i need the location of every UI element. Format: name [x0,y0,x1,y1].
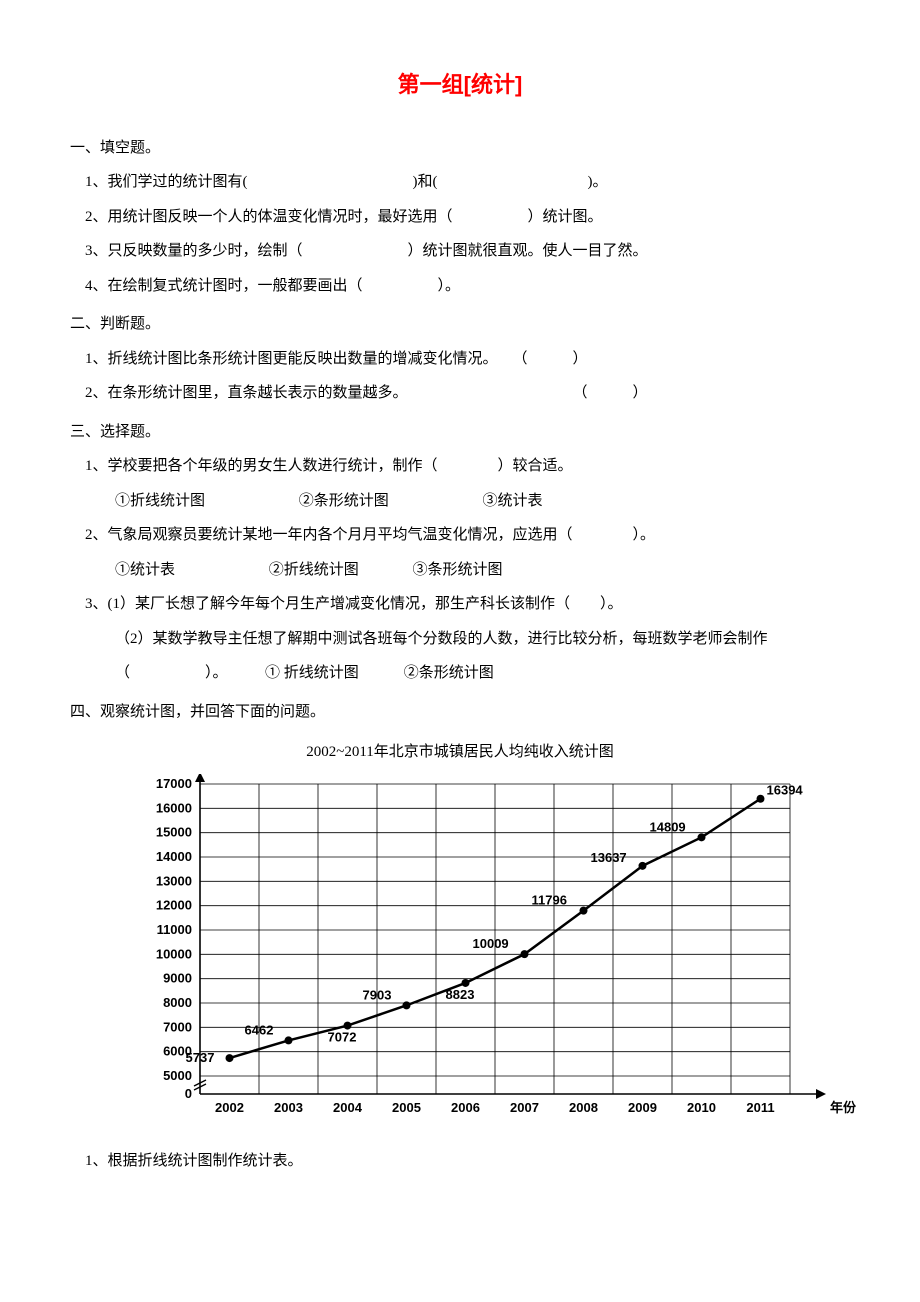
s3-q3a: 3、(1）某厂长想了解今年每个月生产增减变化情况，那生产科长该制作（ ）。 [70,587,850,622]
s3-q1-options: ①折线统计图 ②条形统计图 ③统计表 [70,484,850,519]
svg-text:7072: 7072 [328,1029,357,1044]
svg-text:2005: 2005 [392,1100,421,1115]
svg-text:13000: 13000 [156,873,192,888]
svg-text:7000: 7000 [163,1019,192,1034]
svg-text:0: 0 [185,1086,192,1101]
svg-text:8823: 8823 [446,987,475,1002]
svg-text:2006: 2006 [451,1100,480,1115]
section-2-head: 二、判断题。 [70,307,850,342]
s3-q3b: （2）某数学教导主任想了解期中测试各班每个分数段的人数，进行比较分析，每班数学老… [70,622,850,657]
svg-text:2011: 2011 [746,1100,774,1115]
s3-q2: 2、气象局观察员要统计某地一年内各个月月平均气温变化情况，应选用（ ）。 [70,518,850,553]
s3-q1-opt-c: ③统计表 [483,484,543,519]
svg-text:6462: 6462 [245,1022,274,1037]
svg-text:16000: 16000 [156,800,192,815]
line-chart: 0500060007000800090001000011000120001300… [70,774,850,1144]
svg-text:2009: 2009 [628,1100,657,1115]
s1-q2: 2、用统计图反映一个人的体温变化情况时，最好选用（ ）统计图。 [70,200,850,235]
s3-q2-opt-c: ③条形统计图 [413,553,503,588]
svg-text:12000: 12000 [156,897,192,912]
section-3-head: 三、选择题。 [70,415,850,450]
svg-text:8000: 8000 [163,995,192,1010]
svg-text:9000: 9000 [163,970,192,985]
page-title: 第一组[统计] [70,60,850,111]
svg-text:2002: 2002 [215,1100,244,1115]
section-1-head: 一、填空题。 [70,131,850,166]
line-chart-svg: 0500060007000800090001000011000120001300… [110,774,890,1144]
svg-text:2003: 2003 [274,1100,303,1115]
s1-q4: 4、在绘制复式统计图时，一般都要画出（ ）。 [70,269,850,304]
s4-after: 1、根据折线统计图制作统计表。 [70,1144,850,1179]
svg-text:16394: 16394 [767,782,804,797]
svg-text:年份: 年份 [830,1100,857,1115]
svg-text:5000: 5000 [163,1068,192,1083]
svg-text:17000: 17000 [156,776,192,791]
svg-text:13637: 13637 [591,849,627,864]
s3-q2-opt-b: ②折线统计图 [269,553,359,588]
svg-text:5737: 5737 [186,1050,215,1065]
s3-q1-opt-a: ①折线统计图 [115,484,205,519]
svg-text:14000: 14000 [156,849,192,864]
section-4-head: 四、观察统计图，并回答下面的问题。 [70,695,850,730]
svg-text:2007: 2007 [510,1100,539,1115]
svg-text:2010: 2010 [687,1100,716,1115]
svg-text:10000: 10000 [156,946,192,961]
svg-text:11000: 11000 [157,922,192,937]
s3-q2-opt-a: ①统计表 [115,553,175,588]
svg-text:10009: 10009 [473,936,509,951]
chart-title: 2002~2011年北京市城镇居民人均纯收入统计图 [70,735,850,770]
svg-text:11796: 11796 [532,892,567,907]
svg-text:7903: 7903 [363,987,392,1002]
s3-q1: 1、学校要把各个年级的男女生人数进行统计，制作（ ）较合适。 [70,449,850,484]
s3-q1-opt-b: ②条形统计图 [299,484,389,519]
s1-q3: 3、只反映数量的多少时，绘制（ ）统计图就很直观。使人一目了然。 [70,234,850,269]
svg-text:2004: 2004 [333,1100,363,1115]
s1-q1: 1、我们学过的统计图有( )和( )。 [70,165,850,200]
svg-text:14809: 14809 [650,819,686,834]
s3-q2-options: ①统计表 ②折线统计图 ③条形统计图 [70,553,850,588]
svg-text:15000: 15000 [156,824,192,839]
s3-q3c: （ ）。 ① 折线统计图 ②条形统计图 [70,656,850,691]
s2-q1: 1、折线统计图比条形统计图更能反映出数量的增减变化情况。 （ ） [70,342,850,377]
svg-text:2008: 2008 [569,1100,598,1115]
s2-q2: 2、在条形统计图里，直条越长表示的数量越多。 （ ） [70,376,850,411]
